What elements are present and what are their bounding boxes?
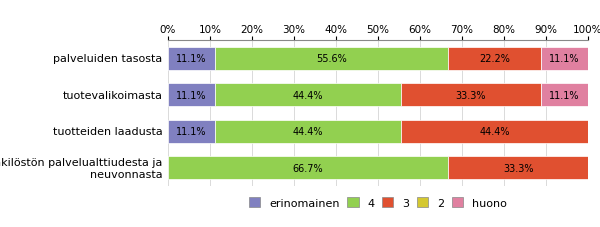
Bar [168,157,448,179]
Bar [168,84,215,107]
Bar [448,48,541,70]
Text: 11.1%: 11.1% [549,90,580,100]
Bar [541,48,588,70]
Text: 44.4%: 44.4% [293,90,323,100]
Bar [215,84,401,107]
Bar [215,120,401,143]
Bar [401,84,541,107]
Bar [541,84,587,107]
Bar [168,120,215,143]
Text: 33.3%: 33.3% [503,163,533,173]
Text: 55.6%: 55.6% [316,54,347,64]
Text: 44.4%: 44.4% [479,127,509,137]
Text: 11.1%: 11.1% [550,54,580,64]
Text: 66.7%: 66.7% [293,163,323,173]
Text: 33.3%: 33.3% [456,90,486,100]
Text: 11.1%: 11.1% [176,127,206,137]
Bar [448,157,588,179]
Bar [215,48,448,70]
Text: 44.4%: 44.4% [293,127,323,137]
Text: 22.2%: 22.2% [479,54,510,64]
Text: 11.1%: 11.1% [176,90,206,100]
Bar [401,120,587,143]
Bar [168,48,215,70]
Legend: erinomainen, 4, 3, 2, huono: erinomainen, 4, 3, 2, huono [249,197,507,208]
Text: 11.1%: 11.1% [176,54,206,64]
